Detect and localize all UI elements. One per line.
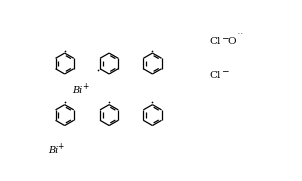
- Text: Bi: Bi: [48, 146, 58, 155]
- Text: O: O: [227, 37, 236, 47]
- Text: −: −: [221, 67, 229, 76]
- Text: Cl: Cl: [210, 37, 221, 47]
- Text: ˙˙: ˙˙: [237, 33, 244, 42]
- Text: +: +: [58, 142, 64, 151]
- Text: −: −: [221, 33, 229, 42]
- Text: Bi: Bi: [72, 85, 83, 94]
- Text: Cl: Cl: [210, 71, 221, 80]
- Text: +: +: [82, 82, 88, 91]
